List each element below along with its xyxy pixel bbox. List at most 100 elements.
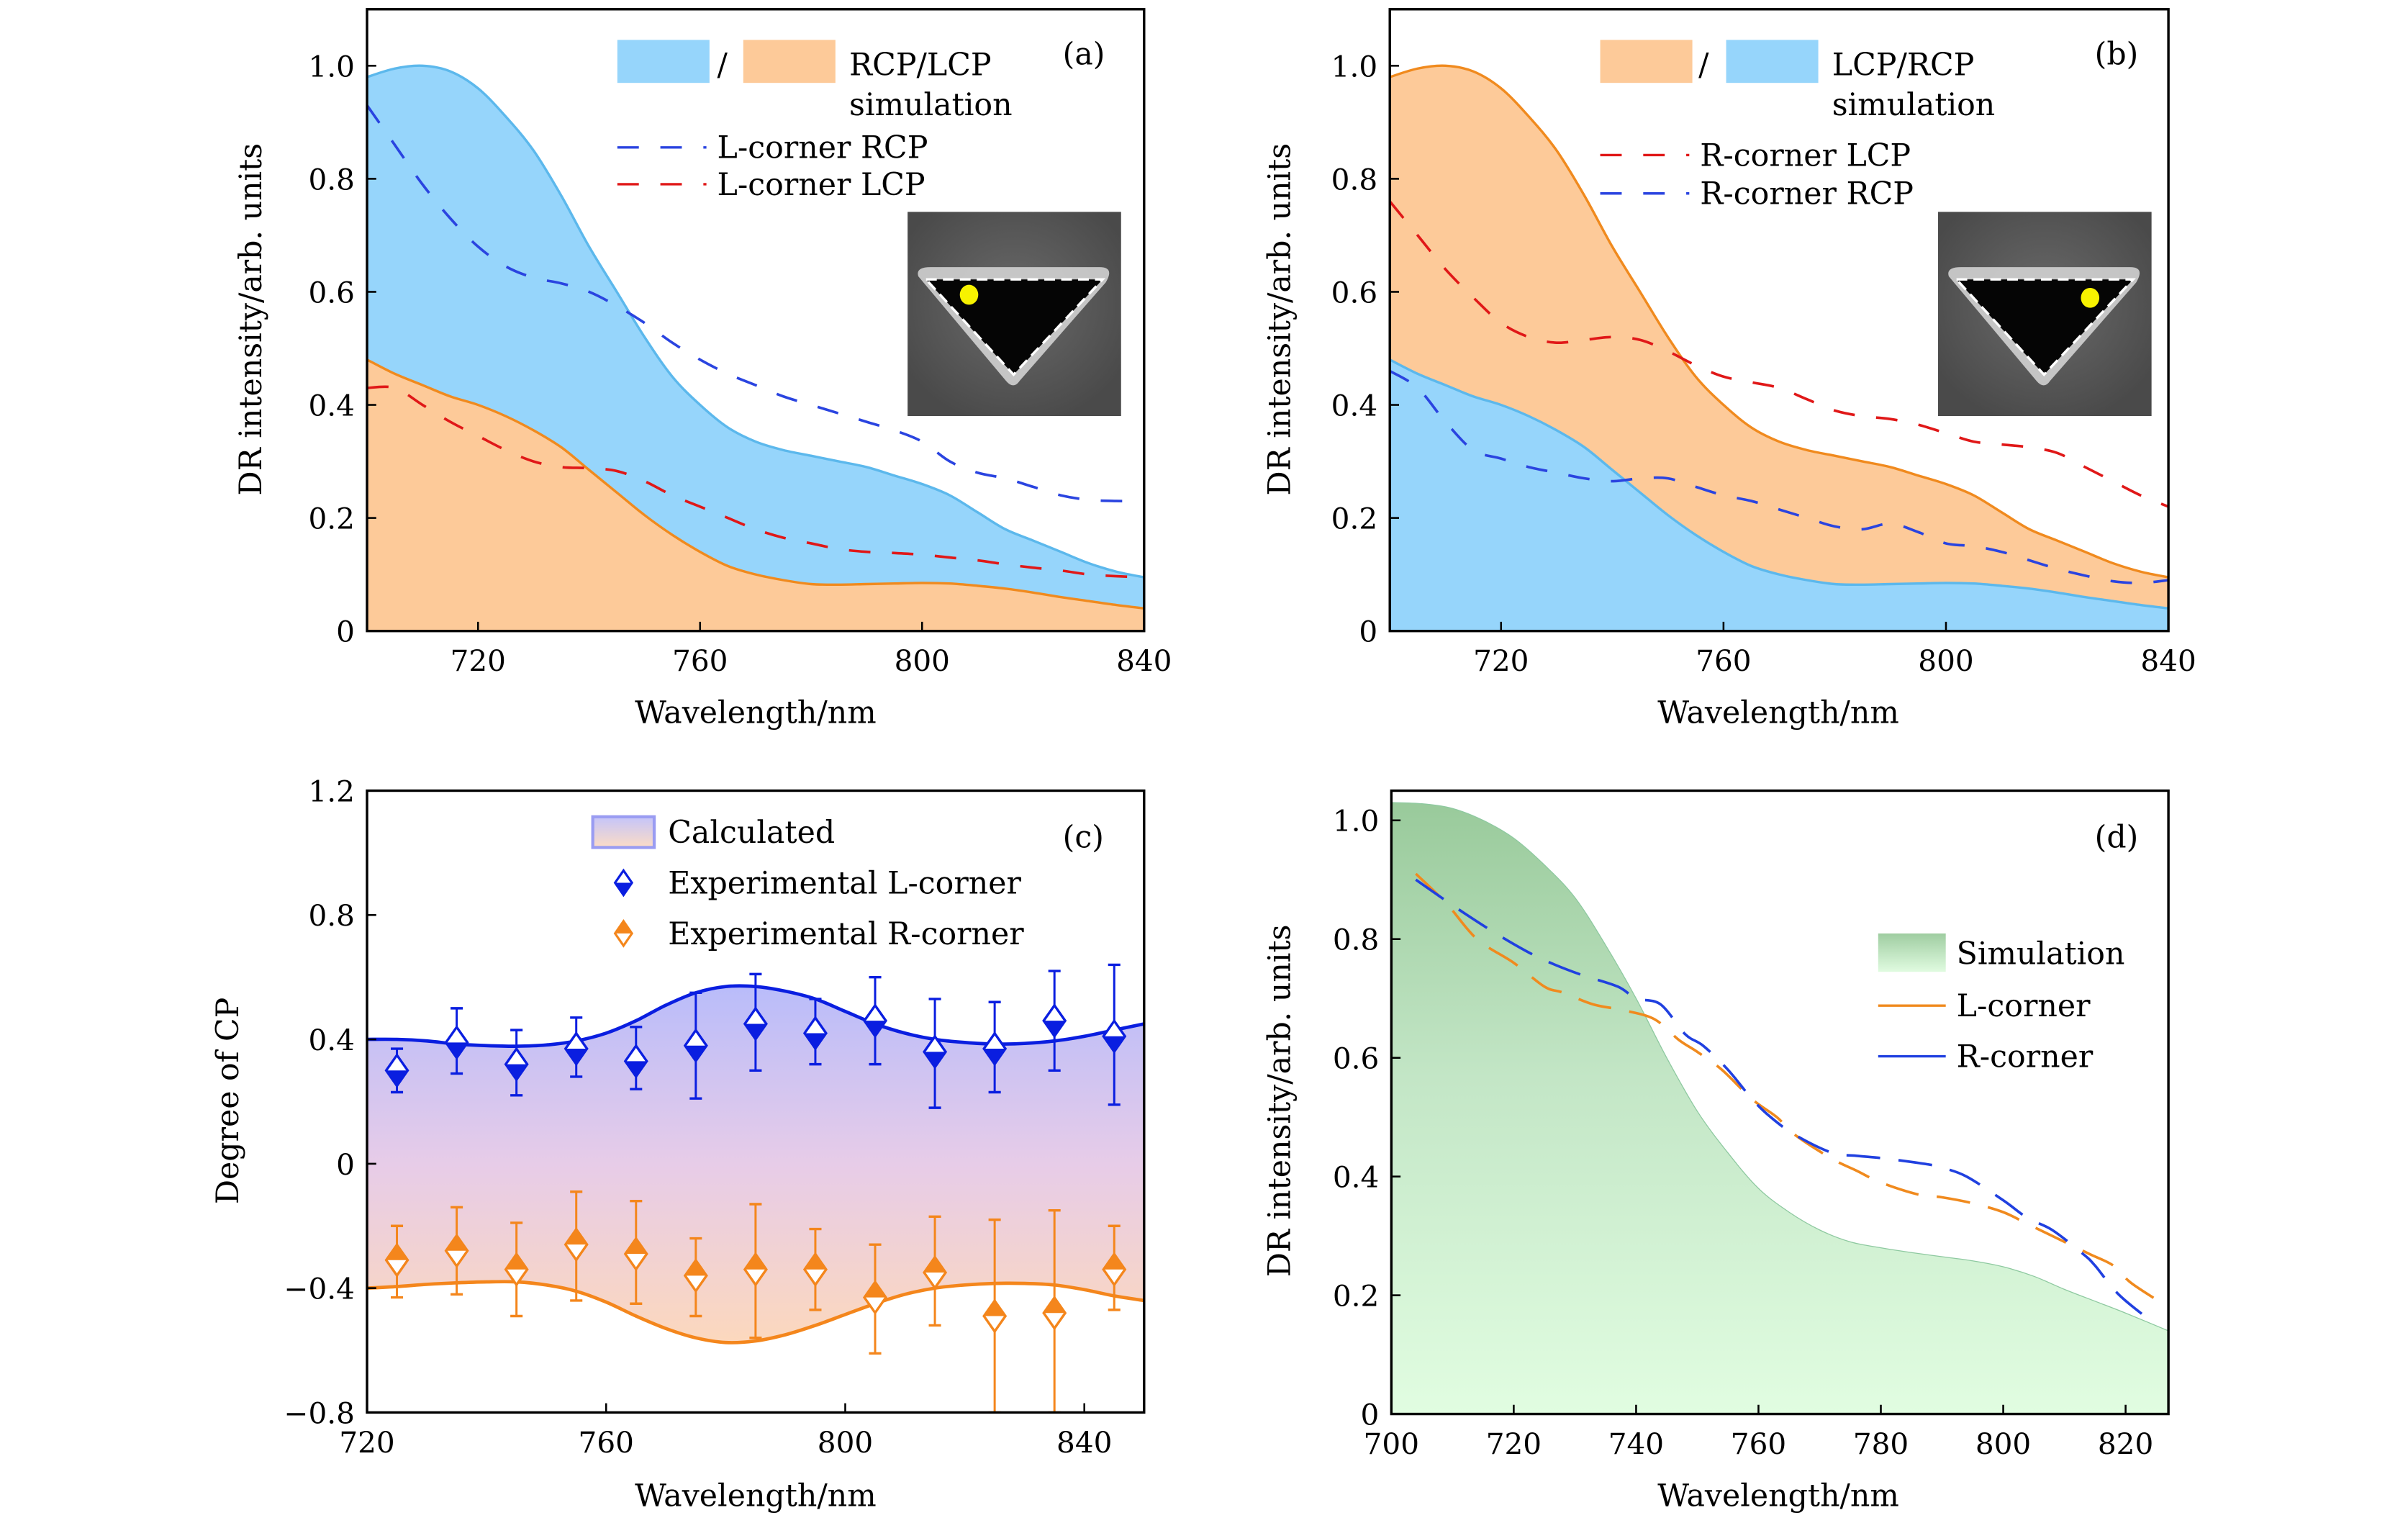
y-tick-label: 0.2 — [1331, 502, 1377, 536]
experimental-r-corner-point — [1042, 1208, 1067, 1413]
rcp-simulation-line — [367, 64, 1144, 579]
inset-excitation-spot — [2081, 287, 2100, 308]
experimental-l-corner-point — [862, 975, 888, 1066]
panel-d-ylabel: DR intensity/arb. units — [1262, 925, 1298, 1278]
r-corner-rcp-line — [1390, 369, 2169, 584]
panel-b-label: (b) — [2095, 37, 2139, 73]
r-corner-line — [1415, 878, 2158, 1327]
experimental-r-corner-point — [743, 1203, 768, 1339]
legend-label-calculated: Calculated — [668, 815, 835, 851]
x-tick-label: 840 — [1056, 1425, 1112, 1460]
experimental-l-corner-point — [504, 1029, 529, 1097]
legend-label-sim-line1: RCP/LCP — [849, 48, 992, 83]
x-tick-label: 700 — [1364, 1427, 1419, 1461]
panel-b-plot — [1390, 64, 2169, 631]
diamond-marker-fill — [386, 1244, 408, 1260]
experimental-r-corner-point — [982, 1218, 1008, 1413]
x-tick-label: 760 — [672, 643, 728, 678]
inset-triangle-outline — [1953, 278, 2136, 376]
x-tick-label: 840 — [2140, 643, 2196, 678]
y-tick-label: 0.6 — [1331, 275, 1377, 309]
x-tick-label: 780 — [1853, 1427, 1909, 1461]
panel-d-legend: Simulation L-corner R-corner — [1878, 933, 2124, 1075]
diamond-marker-fill — [684, 1260, 707, 1276]
diamond-marker-fill — [565, 1229, 587, 1245]
panel-c-label: (c) — [1063, 819, 1104, 855]
experimental-r-corner-point — [384, 1224, 409, 1299]
panel-b-axes-frame — [1388, 8, 2170, 633]
panel-b: 720 760 800 840 0 0.2 0.4 0.6 0.8 1.0 / LCP/RCP s… — [1262, 8, 2196, 731]
panel-b-legend: / LCP/RCP simulation R-corner LCP R-corn… — [1600, 40, 1996, 212]
legend-swatch-calculated — [591, 815, 656, 849]
panel-c-axes: 720 760 800 840 −0.8 −0.4 0 0.4 0.8 1.2 — [284, 774, 1113, 1459]
experimental-r-corner-point — [563, 1190, 589, 1302]
simulation-area — [1391, 802, 2169, 1414]
y-tick-label: 0.8 — [1333, 923, 1379, 957]
x-tick-label: 800 — [1918, 643, 1973, 678]
diamond-marker-fill — [924, 1052, 946, 1067]
legend-swatch-lcp-sim — [1600, 40, 1693, 83]
y-tick-label: −0.4 — [284, 1272, 355, 1306]
legend-swatch-simulation — [1878, 933, 1946, 972]
y-tick-label: 0 — [336, 1147, 355, 1182]
panel-a-xlabel: Wavelength/nm — [635, 695, 877, 731]
y-tick-label: 1.0 — [1333, 804, 1379, 839]
y-tick-label: 0 — [1359, 615, 1377, 649]
x-tick-label: 800 — [1975, 1427, 2031, 1461]
legend-label-l-corner-rcp: L-corner RCP — [718, 130, 928, 166]
inset-excitation-spot — [959, 284, 979, 305]
panel-a-inset — [907, 212, 1121, 417]
lcp-simulation-line — [367, 358, 1144, 610]
l-corner-line — [1415, 872, 2169, 1309]
diamond-marker-fill — [1044, 1021, 1066, 1036]
y-tick-label: 0.8 — [308, 898, 354, 933]
lcp-simulation-line — [1390, 64, 2169, 579]
experimental-l-corner-point — [563, 1016, 589, 1078]
panel-b-xlabel: Wavelength/nm — [1657, 695, 1899, 731]
y-tick-label: 0.8 — [1331, 162, 1377, 196]
diamond-marker-fill — [1103, 1254, 1126, 1270]
panel-a-ylabel: DR intensity/arb. units — [233, 143, 269, 496]
diamond-marker-fill — [984, 1301, 1006, 1316]
y-tick-label: 0.6 — [1333, 1041, 1379, 1076]
r-corner-lcp-line — [1390, 200, 2169, 508]
y-tick-label: 0.4 — [1333, 1160, 1379, 1195]
y-tick-label: 0.4 — [1331, 388, 1377, 422]
diamond-marker-fill — [505, 1064, 528, 1080]
legend-label-l-corner: Experimental L-corner — [668, 865, 1021, 901]
legend-swatch-rcp-sim — [1726, 40, 1819, 83]
legend-label-l-corner-lcp: L-corner LCP — [718, 167, 925, 203]
y-tick-label: 0.8 — [308, 162, 354, 196]
diamond-marker-fill — [1044, 1297, 1066, 1314]
panel-c: 720 760 800 840 −0.8 −0.4 0 0.4 0.8 1.2 Calculate… — [210, 774, 1146, 1514]
experimental-l-corner-point — [982, 1000, 1008, 1094]
legend-label-sim-line2: simulation — [1832, 87, 1996, 123]
panel-d-plot — [1391, 802, 2169, 1414]
x-tick-label: 740 — [1608, 1427, 1664, 1461]
y-tick-label: 1.2 — [308, 774, 354, 808]
diamond-marker-fill — [684, 1045, 707, 1062]
y-tick-label: 0.6 — [308, 275, 354, 309]
panel-a-legend: / RCP/LCP simulation L-corner RCP L-corn… — [617, 40, 1013, 203]
diamond-marker-fill — [864, 1021, 886, 1036]
calculated-band — [367, 985, 1144, 1343]
calculated-lower-line — [367, 1280, 1144, 1345]
y-tick-label: 0.2 — [1333, 1279, 1379, 1314]
panel-d-xlabel: Wavelength/nm — [1657, 1478, 1899, 1514]
diamond-marker-fill — [744, 1023, 766, 1039]
diamond-marker-fill — [864, 1282, 886, 1298]
panel-a-label: (a) — [1063, 37, 1105, 73]
legend-label-sim-line1: LCP/RCP — [1832, 48, 1975, 83]
experimental-r-corner-point — [923, 1215, 948, 1327]
x-tick-label: 760 — [1696, 643, 1751, 678]
l-corner-rcp-line — [367, 104, 1144, 502]
legend-marker-r-corner — [613, 919, 634, 948]
y-tick-label: −0.8 — [284, 1396, 355, 1430]
y-tick-label: 0 — [1360, 1397, 1379, 1432]
experimental-l-corner-point — [384, 1047, 409, 1094]
legend-separator: / — [1698, 48, 1709, 83]
diamond-marker-fill — [1103, 1036, 1126, 1052]
panel-a: 720 760 800 840 0 0.2 0.4 0.6 0.8 1.0 / RCP/LCP s… — [233, 8, 1172, 731]
legend-swatch-lcp-sim — [743, 40, 836, 83]
